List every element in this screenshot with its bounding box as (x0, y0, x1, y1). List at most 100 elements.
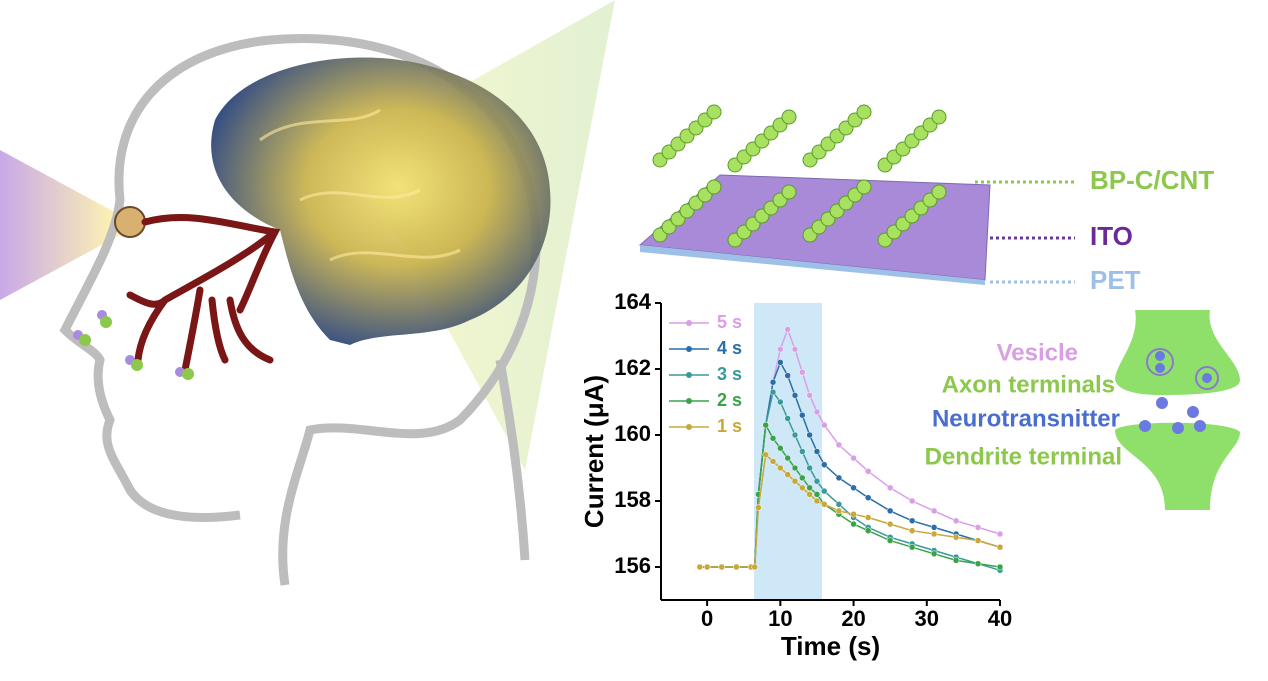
shaded-region (753, 303, 823, 600)
device-label: PET (1090, 265, 1141, 295)
data-point (886, 537, 894, 544)
data-point (850, 484, 857, 492)
y-tick-label: 164 (614, 289, 651, 314)
data-point (799, 474, 806, 482)
y-tick-label: 162 (614, 355, 651, 380)
data-point (806, 431, 813, 439)
data-point (864, 494, 872, 501)
y-tick-label: 158 (614, 487, 651, 512)
particle (706, 179, 722, 195)
data-point (769, 458, 777, 465)
eye (114, 206, 146, 238)
dendrite-terminal (1115, 422, 1240, 510)
legend-marker (686, 372, 692, 378)
data-point (777, 345, 784, 353)
particle (856, 104, 872, 120)
data-point (952, 534, 960, 541)
data-point (835, 507, 843, 515)
data-point (813, 497, 821, 505)
data-point (799, 484, 806, 492)
vesicle (1146, 348, 1174, 376)
data-point (769, 435, 777, 442)
data-point (813, 491, 821, 498)
particle (856, 179, 872, 195)
data-point (696, 563, 704, 571)
particle (931, 109, 947, 125)
data-point (864, 514, 872, 521)
data-point (974, 537, 982, 544)
light-cone (0, 150, 120, 300)
data-point (850, 454, 857, 462)
particle (781, 109, 797, 125)
head-illustration (0, 0, 615, 586)
data-point (799, 411, 806, 419)
x-tick-label: 20 (841, 606, 865, 631)
series-line (699, 453, 1001, 568)
data-point (791, 345, 799, 353)
bp-c-cnt-layer (652, 104, 947, 248)
data-point (908, 527, 916, 534)
data-point (952, 557, 960, 564)
data-point (806, 484, 813, 492)
data-point (791, 431, 799, 439)
x-tick-label: 40 (988, 606, 1012, 631)
synapse-label: Dendrite terminal (925, 443, 1122, 470)
data-point (806, 464, 813, 472)
legend-label: 4 s (717, 338, 742, 358)
synapse-label: Vesicle (997, 339, 1078, 366)
data-point (974, 524, 982, 531)
vesicle (1195, 366, 1219, 390)
data-point (769, 388, 777, 396)
data-point (821, 421, 828, 429)
data-point (799, 369, 806, 376)
legend-label: 3 s (717, 364, 742, 384)
data-point (864, 468, 872, 475)
neck-outline (495, 359, 530, 561)
y-tick-label: 160 (614, 421, 651, 446)
device-label: BP-C/CNT (1090, 165, 1214, 195)
data-point (791, 392, 799, 399)
data-point (799, 448, 806, 455)
data-point (952, 517, 960, 525)
molecules (73, 310, 194, 380)
data-point (821, 487, 828, 495)
data-point (777, 359, 784, 366)
data-point (908, 543, 916, 551)
particle (706, 104, 722, 120)
legend-marker (686, 346, 692, 352)
brain (211, 57, 551, 345)
data-point (908, 497, 916, 505)
chart: 156 158 160 162 164 0 10 20 30 40 Time (s) Current … (579, 289, 1012, 661)
legend-marker (686, 320, 692, 326)
brain-folds (259, 108, 461, 262)
optic-nerve (126, 214, 281, 374)
legend-label: 1 s (717, 416, 742, 436)
data-point (755, 504, 762, 511)
data-point (974, 560, 982, 567)
data-point (864, 527, 872, 534)
data-point (751, 563, 758, 571)
data-point (762, 421, 769, 429)
x-tick-label: 0 (701, 606, 713, 631)
data-point (762, 451, 769, 459)
data-point (821, 501, 828, 508)
data-point (777, 444, 784, 452)
axon-terminal (1115, 310, 1240, 395)
data-point (821, 461, 828, 468)
data-point (813, 408, 821, 416)
data-point (784, 326, 791, 333)
data-point (930, 550, 938, 558)
data-point (703, 563, 711, 571)
device-label: ITO (1090, 221, 1133, 251)
synapse-schematic: Vesicle Axon terminals Neurotransnitter … (925, 310, 1240, 510)
x-tick-label: 10 (768, 606, 792, 631)
data-point (996, 543, 1004, 551)
data-point (835, 474, 843, 482)
data-point (996, 530, 1004, 538)
legend-marker (686, 424, 692, 430)
data-point (930, 507, 938, 515)
data-point (791, 464, 799, 472)
x-tick-label: 30 (915, 606, 939, 631)
device-schematic: BP-C/CNT ITO PET (638, 104, 1214, 295)
